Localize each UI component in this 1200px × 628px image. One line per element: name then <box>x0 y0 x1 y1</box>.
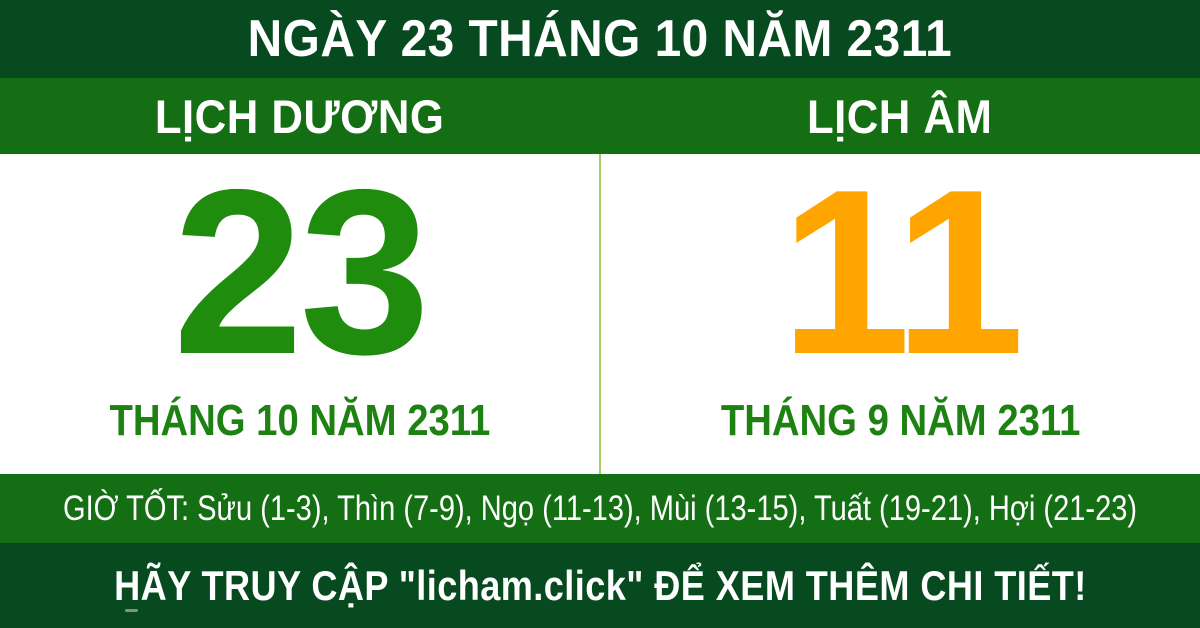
panel-divider <box>599 154 601 474</box>
solar-month-year: THÁNG 10 NĂM 2311 <box>109 396 490 445</box>
page-title: NGÀY 23 THÁNG 10 NĂM 2311 <box>247 10 953 68</box>
footer-cta-text: HÃY TRUY CẬP "licham.click" ĐỂ XEM THÊM … <box>113 561 1087 609</box>
footer-cta-bar: HÃY TRUY CẬP "licham.click" ĐỂ XEM THÊM … <box>0 543 1200 628</box>
calendar-panels: 23 THÁNG 10 NĂM 2311 11 THÁNG 9 NĂM 2311 <box>0 154 1200 612</box>
small-dash-mark <box>125 609 138 612</box>
header-bar: NGÀY 23 THÁNG 10 NĂM 2311 <box>0 0 1200 78</box>
lunar-panel: 11 THÁNG 9 NĂM 2311 <box>601 154 1200 474</box>
tab-lunar-calendar[interactable]: LỊCH ÂM <box>600 78 1200 154</box>
lunar-month-year: THÁNG 9 NĂM 2311 <box>720 396 1081 445</box>
good-hours-bar: GIỜ TỐT: Sửu (1-3), Thìn (7-9), Ngọ (11-… <box>0 474 1200 543</box>
tab-lunar-label: LỊCH ÂM <box>807 89 993 143</box>
good-hours-text: GIỜ TỐT: Sửu (1-3), Thìn (7-9), Ngọ (11-… <box>62 488 1138 528</box>
lunar-day-number: 11 <box>780 140 1024 403</box>
solar-panel: 23 THÁNG 10 NĂM 2311 <box>0 154 599 474</box>
tab-solar-label: LỊCH DƯƠNG <box>155 89 445 143</box>
solar-day-number: 23 <box>172 140 430 403</box>
tab-solar-calendar[interactable]: LỊCH DƯƠNG <box>0 78 600 154</box>
calendar-type-row: LỊCH DƯƠNG LỊCH ÂM <box>0 78 1200 154</box>
